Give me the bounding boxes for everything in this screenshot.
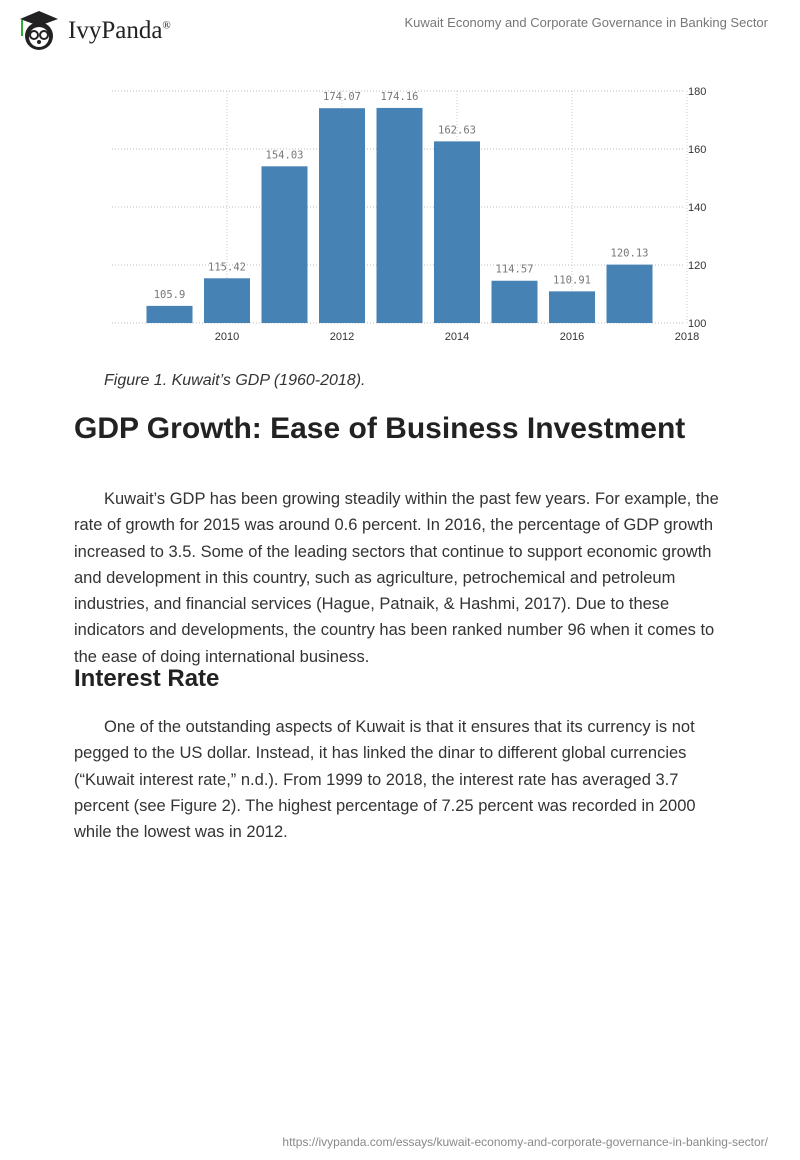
paragraph-gdp-growth: Kuwait’s GDP has been growing steadily w… (74, 490, 719, 666)
bar-2017 (606, 264, 653, 323)
y-tick-label: 140 (688, 202, 706, 214)
bar-2011 (261, 166, 308, 323)
y-tick-label: 100 (688, 318, 706, 330)
y-tick-label: 120 (688, 260, 706, 272)
data-label-2011: 154.03 (266, 149, 304, 161)
data-label-2013: 174.16 (381, 91, 419, 103)
y-tick-label: 180 (688, 86, 706, 98)
document-title: Kuwait Economy and Corporate Governance … (404, 15, 768, 30)
data-label-2015: 114.57 (496, 264, 534, 276)
bar-2016 (549, 291, 595, 323)
data-label-2014: 162.63 (438, 124, 476, 136)
section-heading-gdp-growth: GDP Growth: Ease of Business Investment (74, 412, 686, 445)
panda-icon (20, 11, 58, 50)
paragraph-interest-rate: One of the outstanding aspects of Kuwait… (74, 718, 696, 842)
source-url[interactable]: https://ivypanda.com/essays/kuwait-econo… (282, 1135, 768, 1149)
bar-2009 (146, 305, 193, 323)
x-tick-label: 2018 (675, 331, 699, 343)
section-heading-interest-rate: Interest Rate (74, 665, 220, 692)
data-label-2016: 110.91 (553, 274, 591, 286)
bar-2010 (204, 278, 250, 323)
bar-2012 (319, 108, 365, 324)
ivypanda-logo[interactable]: IvyPanda® (16, 10, 171, 52)
x-tick-label: 2012 (330, 331, 354, 343)
data-label-2017: 120.13 (611, 248, 649, 260)
y-tick-label: 160 (688, 144, 706, 156)
x-tick-label: 2014 (445, 331, 469, 343)
bar-2013 (376, 107, 423, 323)
bar-2015 (491, 280, 538, 323)
figure-caption: Figure 1. Kuwait’s GDP (1960-2018). (104, 372, 366, 389)
data-label-2010: 115.42 (208, 261, 246, 273)
data-label-2012: 174.07 (323, 91, 361, 103)
x-tick-label: 2016 (560, 331, 584, 343)
brand-name: IvyPanda (68, 17, 163, 44)
x-tick-label: 2010 (215, 331, 239, 343)
registered-mark: ® (162, 19, 171, 32)
data-label-2009: 105.9 (154, 289, 186, 301)
gdp-bar-chart: 100 120 140 160 180 2010 2012 2014 2016 2018 105.9… (112, 86, 706, 343)
bar-2014 (434, 141, 480, 323)
